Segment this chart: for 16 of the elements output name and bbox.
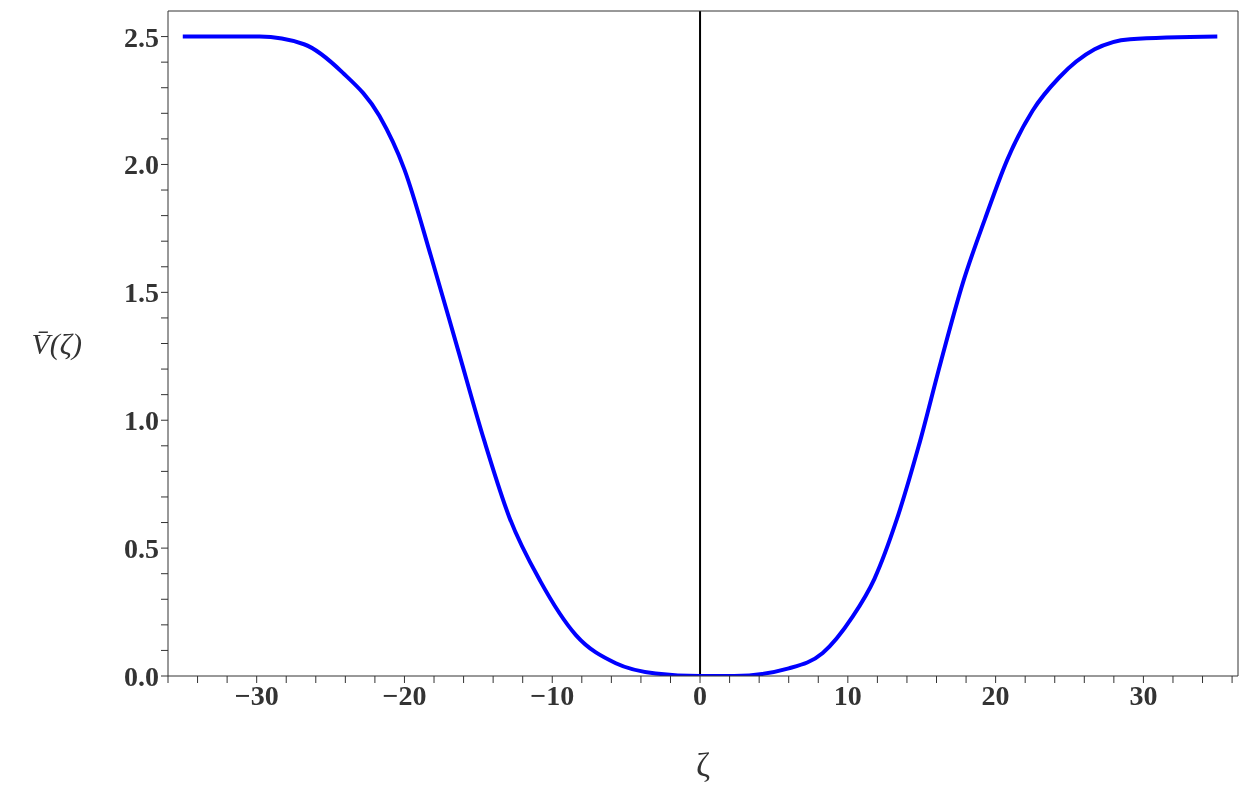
y-tick-label: 1.5	[124, 277, 159, 309]
y-tick-label: 1.0	[124, 405, 159, 437]
x-tick-label: 10	[833, 679, 862, 711]
x-tick-label: −30	[234, 679, 279, 711]
y-tick-label: 0.5	[124, 533, 159, 565]
y-tick-label: 2.5	[124, 21, 159, 53]
x-tick-label: −10	[530, 679, 575, 711]
y-tick-label: 2.0	[124, 149, 159, 181]
x-tick-label: 20	[981, 679, 1010, 711]
line-series	[180, 34, 1220, 676]
x-tick-label: 30	[1129, 679, 1158, 711]
y-axis-title: V̄(ζ)	[31, 327, 83, 362]
x-axis-title: ζ	[695, 746, 711, 783]
x-tick-label: 0	[693, 679, 708, 711]
x-tick-label: −20	[382, 679, 427, 711]
y-tick-label: 0.0	[124, 660, 159, 692]
